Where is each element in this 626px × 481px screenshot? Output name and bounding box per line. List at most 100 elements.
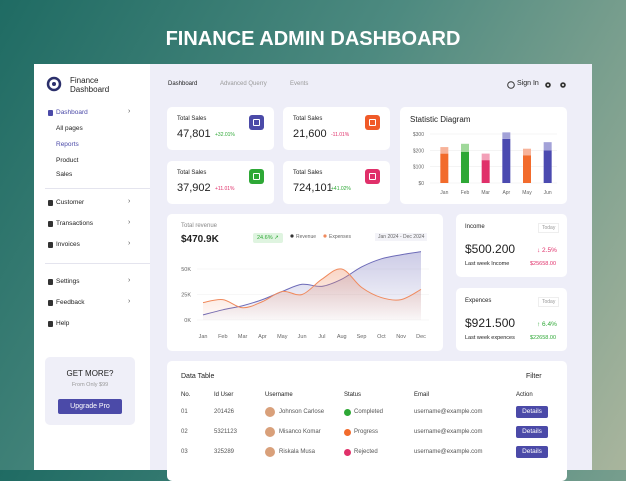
legend-dot (323, 234, 327, 238)
menu-item[interactable]: Product (56, 157, 79, 164)
table-header: Status (344, 392, 362, 398)
x-tick-label: Jul (318, 334, 325, 340)
card-label: Total Sales (177, 116, 207, 122)
table-cell: 325289 (214, 449, 235, 455)
legend-label: Expenses (329, 234, 351, 240)
tab[interactable]: Events (290, 81, 309, 87)
menu-item[interactable]: Settings (56, 278, 80, 285)
card-icon (365, 115, 380, 130)
avatar (265, 407, 275, 417)
x-tick-label: Mar (481, 190, 490, 196)
bar-segment (502, 132, 511, 139)
tab[interactable]: Dashboard (168, 81, 198, 87)
menu-item[interactable]: Help (56, 320, 70, 327)
y-tick-label: 50K (181, 267, 191, 273)
summary-note-value: $22658.00 (530, 335, 556, 341)
y-tick-label: $0 (418, 181, 424, 187)
promo-subtitle: From Only $99 (71, 382, 109, 388)
bar-segment (543, 142, 552, 151)
table-header: Username (265, 392, 293, 398)
avatar (265, 427, 275, 437)
x-tick-label: Apr (502, 190, 510, 196)
menu-item[interactable]: Dashboard (56, 109, 88, 116)
x-tick-label: May (522, 190, 532, 196)
card-label: Total Sales (293, 116, 323, 122)
area-fill (203, 268, 421, 320)
bar-segment (543, 150, 552, 183)
table-cell: username@example.com (414, 449, 483, 455)
date-range[interactable]: Jan 2024 - Dec 2024 (375, 233, 428, 241)
y-tick-label: $300 (413, 132, 424, 138)
summary-note-value: $25658.00 (530, 261, 556, 267)
table-cell: Progress (354, 429, 379, 435)
revenue-title: Total revenue (181, 223, 218, 229)
status-dot (344, 429, 351, 436)
card-value: 724,101 (293, 182, 333, 194)
brand: Finance (70, 76, 99, 85)
chevron: › (128, 298, 131, 305)
bar-segment (502, 138, 511, 183)
card-icon (249, 115, 264, 130)
summary-change: ↑ 6.4% (537, 321, 557, 328)
x-tick-label: Nov (396, 334, 406, 340)
divider (45, 263, 150, 264)
summary-card (456, 214, 567, 277)
tab[interactable]: Advanced Querry (220, 81, 267, 87)
divider (45, 188, 150, 189)
table-cell: 01 (181, 409, 188, 415)
sign-in[interactable]: Sign In (517, 80, 539, 87)
table-cell: Riskala Musa (279, 449, 316, 455)
table-cell: Johnson Carlose (279, 409, 325, 415)
menu-icon (48, 221, 53, 227)
filter[interactable]: Filter (526, 373, 542, 380)
menu-item[interactable]: All pages (56, 125, 83, 132)
summary-note: Last week Income (465, 261, 510, 267)
menu-icon (48, 200, 53, 206)
details-button[interactable]: Details (516, 426, 548, 438)
table-cell: 5321123 (214, 429, 237, 435)
card-change: +32.01% (215, 132, 235, 138)
table-cell: 02 (181, 429, 188, 435)
avatar (265, 447, 275, 457)
details-button[interactable]: Details (516, 406, 548, 418)
upgrade-button[interactable]: Upgrade Pro (58, 399, 122, 414)
card-value: 47,801 (177, 128, 211, 140)
x-tick-label: Jan (440, 190, 448, 196)
chevron: › (128, 277, 131, 284)
x-tick-label: Mar (238, 334, 248, 340)
page-title: FINANCE ADMIN DASHBOARD (165, 28, 461, 50)
card-label: Total Sales (177, 170, 207, 176)
line (202, 268, 422, 309)
menu-item[interactable]: Reports (56, 141, 79, 148)
summary-tag[interactable]: Today (538, 297, 560, 307)
bar-segment (461, 143, 469, 152)
chevron: › (128, 240, 131, 247)
details-button[interactable]: Details (516, 446, 548, 458)
revenue-badge: 24.6% ↗ (253, 233, 283, 243)
bar-segment (461, 151, 469, 183)
y-tick-label: 25K (181, 293, 191, 299)
menu-icon (48, 300, 53, 306)
table-cell: username@example.com (414, 429, 483, 435)
card-icon (249, 169, 264, 184)
menu-icon (48, 321, 53, 327)
status-dot (344, 449, 351, 456)
legend-label: Revenue (296, 234, 316, 240)
table-cell: Rejected (354, 449, 378, 455)
menu-item[interactable]: Sales (56, 171, 73, 178)
x-tick-label: Feb (461, 190, 470, 196)
menu-item[interactable]: Customer (56, 199, 85, 206)
table-card (167, 361, 567, 481)
summary-label: Income (465, 224, 485, 230)
bar-segment (440, 153, 449, 183)
menu-item[interactable]: Invoices (56, 241, 80, 248)
menu-item[interactable]: Transactions (56, 220, 93, 227)
bar-segment (481, 160, 490, 183)
menu-icon (48, 110, 53, 116)
summary-tag[interactable]: Today (538, 223, 560, 233)
chevron: › (128, 219, 131, 226)
menu-item[interactable]: Feedback (56, 299, 85, 306)
summary-card (456, 288, 567, 351)
table-cell: Completed (354, 409, 384, 415)
y-tick-label: 0K (184, 318, 191, 324)
